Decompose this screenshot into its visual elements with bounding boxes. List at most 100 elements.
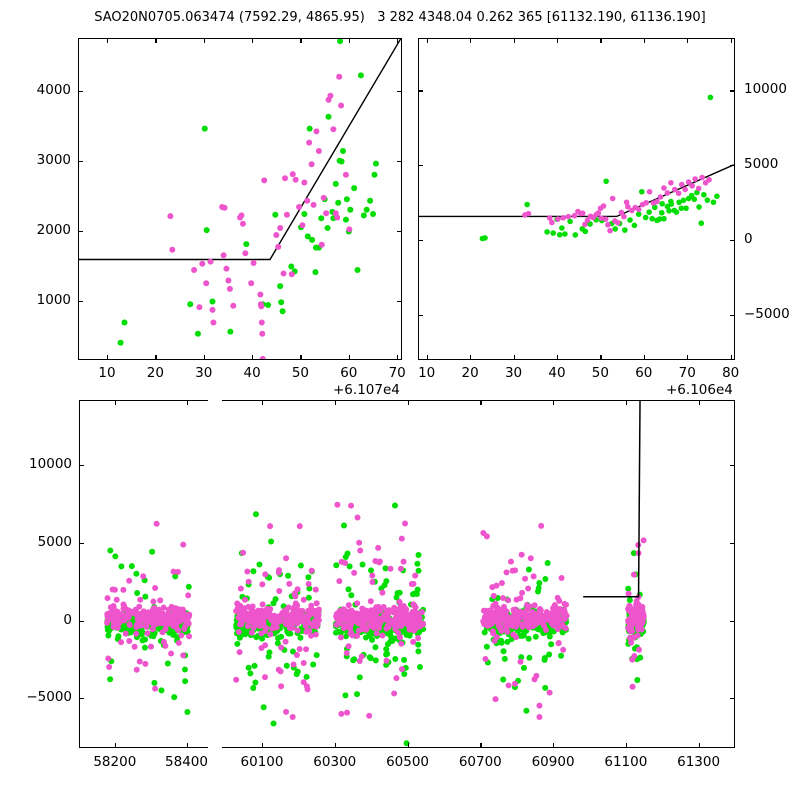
data-point bbox=[288, 271, 295, 278]
data-point bbox=[289, 713, 296, 720]
panel-top-right[interactable] bbox=[418, 38, 735, 360]
data-point bbox=[348, 592, 355, 599]
data-point bbox=[512, 567, 519, 574]
data-point bbox=[277, 668, 284, 675]
data-point bbox=[122, 630, 129, 637]
data-point bbox=[142, 660, 149, 667]
panel-top-left[interactable] bbox=[78, 38, 402, 360]
data-point bbox=[315, 617, 322, 624]
data-point bbox=[257, 291, 264, 298]
data-point bbox=[355, 627, 362, 634]
figure-title: SAO20N0705.063474 (7592.29, 4865.95) 3 2… bbox=[0, 10, 800, 25]
data-point bbox=[536, 702, 543, 709]
data-point bbox=[525, 585, 532, 592]
axis-tick bbox=[470, 38, 472, 43]
data-point bbox=[332, 180, 339, 187]
data-point bbox=[333, 613, 340, 620]
data-point bbox=[370, 211, 377, 217]
data-point bbox=[675, 190, 682, 197]
axis-tick bbox=[643, 355, 645, 360]
data-point bbox=[676, 199, 682, 206]
data-point bbox=[542, 576, 549, 583]
data-point bbox=[174, 568, 181, 575]
data-point bbox=[383, 646, 390, 653]
data-point bbox=[182, 678, 189, 685]
x-tick-label: 60500 bbox=[386, 754, 430, 770]
data-point bbox=[249, 617, 256, 624]
data-point bbox=[489, 628, 496, 635]
data-point bbox=[491, 637, 498, 644]
data-point bbox=[241, 615, 248, 622]
data-point bbox=[304, 197, 311, 204]
data-point bbox=[312, 269, 319, 276]
data-point bbox=[278, 299, 285, 306]
data-point bbox=[259, 330, 266, 337]
data-point bbox=[234, 640, 241, 647]
data-point bbox=[308, 602, 315, 609]
data-point bbox=[625, 624, 632, 631]
x-tick-label: 70 bbox=[678, 365, 696, 381]
data-point bbox=[584, 217, 591, 224]
panel-lightcurve[interactable] bbox=[79, 400, 735, 748]
data-point bbox=[249, 603, 256, 610]
data-point bbox=[561, 616, 568, 623]
data-point bbox=[618, 209, 625, 216]
data-point bbox=[524, 201, 530, 208]
flare-model-line bbox=[583, 401, 641, 598]
axis-tick bbox=[107, 38, 109, 43]
data-point bbox=[347, 206, 354, 213]
data-point bbox=[634, 676, 641, 683]
axis-tick bbox=[262, 743, 264, 748]
data-point bbox=[397, 603, 404, 610]
data-point bbox=[535, 585, 542, 592]
data-point bbox=[530, 621, 537, 628]
data-point bbox=[381, 582, 388, 589]
data-point bbox=[294, 668, 301, 675]
x-tick-label: 60 bbox=[635, 365, 653, 381]
data-point bbox=[150, 616, 157, 623]
data-point bbox=[384, 622, 391, 629]
axis-tick bbox=[114, 743, 117, 748]
data-point bbox=[398, 640, 405, 647]
data-point bbox=[481, 621, 488, 628]
data-point bbox=[373, 630, 380, 637]
data-point bbox=[504, 638, 511, 645]
data-point bbox=[525, 619, 532, 626]
data-point bbox=[537, 626, 544, 633]
data-point bbox=[332, 629, 339, 636]
data-point bbox=[338, 102, 345, 109]
data-point bbox=[280, 270, 287, 277]
axis-tick bbox=[730, 165, 735, 167]
data-point bbox=[278, 683, 285, 690]
data-point bbox=[283, 555, 290, 562]
data-point bbox=[360, 212, 367, 219]
data-point bbox=[537, 607, 544, 614]
data-point bbox=[185, 613, 192, 620]
x-tick-label: 10 bbox=[98, 365, 116, 381]
data-point bbox=[659, 200, 665, 207]
data-point bbox=[642, 214, 649, 221]
data-point bbox=[602, 216, 609, 222]
data-point bbox=[277, 225, 284, 231]
data-point bbox=[283, 708, 290, 715]
data-point bbox=[507, 558, 514, 565]
data-point bbox=[369, 572, 376, 579]
data-point bbox=[548, 641, 555, 648]
x-tick-label: 30 bbox=[504, 365, 523, 381]
axis-tick bbox=[553, 400, 555, 405]
data-point bbox=[247, 612, 254, 619]
data-point bbox=[597, 205, 604, 212]
axis-tick bbox=[418, 90, 423, 92]
data-point bbox=[235, 629, 242, 636]
data-point bbox=[300, 679, 307, 686]
data-point bbox=[301, 179, 308, 186]
data-point bbox=[136, 658, 143, 665]
data-point bbox=[615, 219, 621, 226]
data-point bbox=[305, 580, 312, 587]
data-point bbox=[194, 330, 201, 337]
data-point bbox=[338, 158, 345, 165]
axis-tick bbox=[480, 400, 482, 405]
data-point bbox=[598, 215, 605, 221]
data-point bbox=[270, 614, 277, 621]
